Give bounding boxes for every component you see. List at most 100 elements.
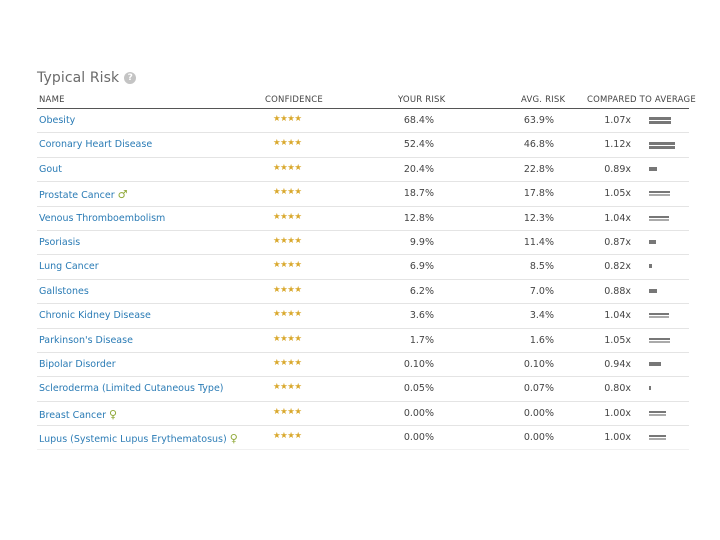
compared-value: 0.88x: [604, 285, 631, 297]
your-risk-value: 52.4%: [403, 139, 434, 151]
avg-risk-value: 0.00%: [523, 432, 554, 444]
your-risk-value: 20.4%: [403, 163, 434, 175]
condition-name: Parkinson's Disease: [39, 334, 133, 346]
avg-risk-value: 46.8%: [523, 139, 554, 151]
table-row[interactable]: Breast Cancer ♀ ★★★★ 0.00% 0.00% 1.00x: [37, 402, 689, 427]
condition-link[interactable]: Gallstones: [39, 286, 89, 297]
table-row[interactable]: Lung Cancer ★★★★ 6.9% 8.5% 0.82x: [37, 255, 689, 280]
your-risk-value: 0.10%: [403, 358, 434, 370]
condition-link[interactable]: Prostate Cancer ♂: [39, 188, 127, 201]
table-row[interactable]: Prostate Cancer ♂ ★★★★ 18.7% 17.8% 1.05x: [37, 182, 689, 207]
confidence-stars-icon: ★★★★: [273, 431, 302, 442]
condition-link[interactable]: Venous Thromboembolism: [39, 213, 165, 224]
comparison-bar: [649, 410, 666, 413]
comparison-bar: [649, 191, 670, 194]
table-row[interactable]: Obesity ★★★★ 68.4% 63.9% 1.07x: [37, 109, 689, 134]
table-row[interactable]: Bipolar Disorder ★★★★ 0.10% 0.10% 0.94x: [37, 353, 689, 378]
table-row[interactable]: Parkinson's Disease ★★★★ 1.7% 1.6% 1.05x: [37, 329, 689, 353]
avg-risk-value: 63.9%: [523, 115, 554, 126]
condition-link[interactable]: Gout: [39, 164, 62, 175]
condition-name: Obesity: [39, 115, 76, 126]
compared-value: 0.94x: [604, 358, 631, 370]
compared-value: 1.05x: [604, 188, 631, 200]
compared-value: 0.82x: [604, 261, 631, 273]
confidence-stars-icon: ★★★★: [273, 406, 302, 417]
column-header-compared[interactable]: COMPARED TO AVERAGE: [587, 95, 696, 105]
confidence-stars-icon: ★★★★: [273, 235, 302, 246]
question-circle-icon[interactable]: ?: [124, 72, 137, 84]
condition-link[interactable]: Lupus (Systemic Lupus Erythematosus)♀: [39, 432, 238, 445]
column-header-your-risk[interactable]: YOUR RISK: [398, 95, 446, 105]
avg-risk-value: 12.3%: [523, 212, 554, 224]
comparison-bar: [649, 166, 658, 171]
male-symbol-icon: ♂: [117, 188, 128, 202]
condition-link[interactable]: Lung Cancer: [39, 261, 99, 272]
condition-link[interactable]: Coronary Heart Disease: [39, 139, 152, 150]
confidence-stars-icon: ★★★★: [273, 309, 302, 320]
condition-link[interactable]: Psoriasis: [39, 237, 80, 248]
your-risk-value: 18.7%: [403, 188, 434, 200]
condition-link[interactable]: Chronic Kidney Disease: [39, 310, 151, 321]
condition-name: Gout: [39, 163, 62, 175]
avg-risk-value: 22.8%: [523, 163, 554, 175]
condition-link[interactable]: Parkinson's Disease: [39, 335, 133, 346]
avg-risk-value: 11.4%: [523, 236, 554, 248]
your-risk-value: 9.9%: [409, 236, 434, 248]
section-title: Typical Risk: [37, 70, 120, 86]
compared-value: 0.89x: [604, 163, 631, 175]
condition-name: Chronic Kidney Disease: [39, 310, 151, 322]
confidence-stars-icon: ★★★★: [273, 162, 302, 173]
your-risk-value: 6.9%: [409, 261, 434, 273]
compared-value: 1.00x: [604, 432, 631, 444]
column-header-avg-risk[interactable]: AVG. RISK: [521, 95, 566, 105]
table-row[interactable]: Gout ★★★★ 20.4% 22.8% 0.89x: [37, 158, 689, 183]
female-symbol-icon: ♀: [109, 407, 118, 421]
scroll-fade: [0, 440, 720, 460]
confidence-stars-icon: ★★★★: [273, 138, 302, 149]
confidence-stars-icon: ★★★★: [273, 284, 302, 295]
condition-name: Bipolar Disorder: [39, 358, 116, 370]
condition-link[interactable]: Bipolar Disorder: [39, 359, 116, 370]
comparison-bar: [649, 386, 651, 391]
confidence-stars-icon: ★★★★: [273, 114, 302, 124]
section-header: Typical Risk ?: [37, 66, 689, 90]
confidence-stars-icon: ★★★★: [273, 333, 302, 344]
column-header-name[interactable]: NAME: [39, 95, 65, 105]
table-row[interactable]: Chronic Kidney Disease ★★★★ 3.6% 3.4% 1.04x: [37, 304, 689, 329]
compared-value: 1.12x: [604, 139, 631, 151]
your-risk-value: 0.00%: [403, 432, 434, 444]
your-risk-value: 12.8%: [403, 212, 434, 224]
comparison-bar: [649, 264, 653, 269]
confidence-stars-icon: ★★★★: [273, 382, 302, 393]
comparison-bar: [649, 337, 670, 340]
condition-link[interactable]: Breast Cancer ♀: [39, 408, 117, 421]
avg-risk-value: 8.5%: [529, 261, 554, 273]
your-risk-value: 0.05%: [403, 383, 434, 395]
table-row[interactable]: Gallstones ★★★★ 6.2% 7.0% 0.88x: [37, 280, 689, 305]
condition-link[interactable]: Obesity: [39, 115, 75, 126]
confidence-stars-icon: ★★★★: [273, 211, 302, 222]
your-risk-value: 3.6%: [409, 310, 434, 322]
confidence-stars-icon: ★★★★: [273, 260, 302, 271]
condition-name: Prostate Cancer: [39, 190, 115, 202]
table-row[interactable]: Psoriasis ★★★★ 9.9% 11.4% 0.87x: [37, 231, 689, 256]
comparison-bar: [649, 361, 662, 366]
table-row[interactable]: Coronary Heart Disease ★★★★ 52.4% 46.8% 1.12…: [37, 133, 689, 158]
compared-value: 0.80x: [604, 383, 631, 395]
table-row[interactable]: Venous Thromboembolism ★★★★ 12.8% 12.3% 1.04…: [37, 207, 689, 231]
condition-name: Psoriasis: [39, 236, 81, 248]
your-risk-value: 1.7%: [409, 334, 434, 346]
compared-value: 1.07x: [604, 115, 631, 126]
condition-name: Scleroderma (Limited Cutaneous Type): [39, 383, 224, 395]
column-header-confidence[interactable]: CONFIDENCE: [265, 95, 323, 105]
avg-risk-value: 0.00%: [523, 407, 554, 419]
comparison-bar: [649, 313, 669, 316]
compared-value: 1.04x: [604, 212, 631, 224]
confidence-stars-icon: ★★★★: [273, 187, 302, 198]
condition-name: Venous Thromboembolism: [39, 212, 166, 224]
table-row[interactable]: Scleroderma (Limited Cutaneous Type) ★★★★…: [37, 377, 689, 402]
table-header: NAME CONFIDENCE YOUR RISK AVG. RISK COMP…: [37, 92, 696, 109]
condition-link[interactable]: Scleroderma (Limited Cutaneous Type): [39, 383, 224, 394]
compared-value: 1.05x: [604, 334, 631, 346]
condition-name: Lung Cancer: [39, 261, 99, 273]
